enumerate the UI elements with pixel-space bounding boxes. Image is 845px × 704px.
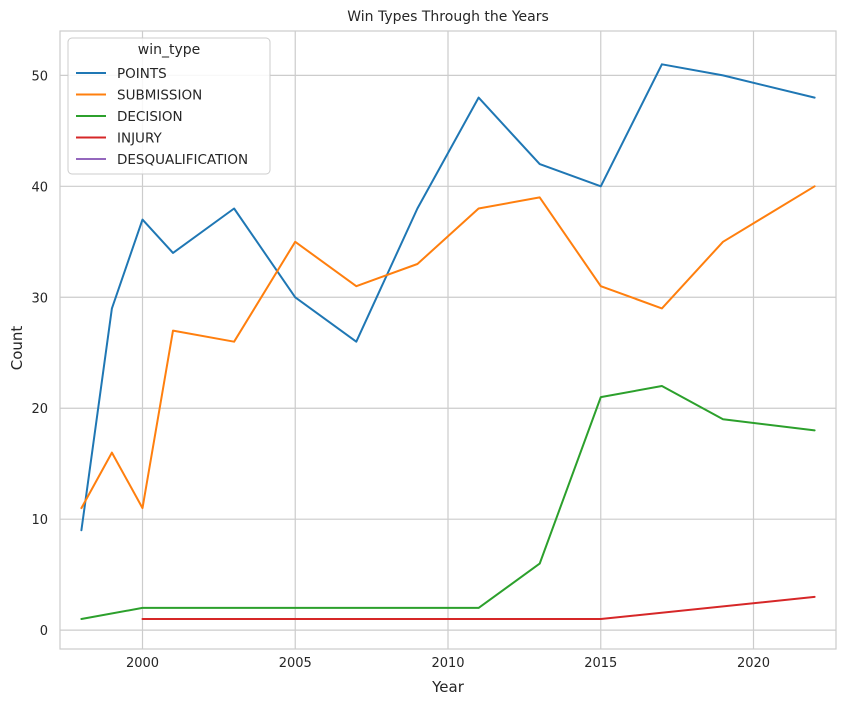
legend: win_type POINTS SUBMISSION DECISION INJURY D… <box>67 37 271 175</box>
x-tick-label: 2000 <box>126 656 159 671</box>
legend-label-decision: DECISION <box>117 109 183 125</box>
y-tick-label: 30 <box>31 291 48 306</box>
series-line-submission <box>80 185 816 510</box>
legend-items: POINTS SUBMISSION DECISION INJURY DESQUALIFI… <box>76 66 248 168</box>
tick-labels: 2000 2005 2010 2015 2020 0 10 20 30 40 50 <box>31 69 770 671</box>
y-tick-label: 20 <box>31 402 48 417</box>
chart-title: Win Types Through the Years <box>347 9 549 25</box>
legend-label-desqualification: DESQUALIFICATION <box>117 152 248 168</box>
legend-label-points: POINTS <box>117 66 167 82</box>
x-tick-label: 2020 <box>737 656 770 671</box>
series-lines <box>80 63 816 620</box>
legend-title: win_type <box>138 42 201 58</box>
legend-label-injury: INJURY <box>117 131 162 147</box>
x-tick-label: 2010 <box>431 656 464 671</box>
grid-lines <box>60 31 836 649</box>
series-line-injury <box>141 595 816 620</box>
plot-frame <box>59 30 837 650</box>
series-line-decision <box>80 385 816 620</box>
legend-box <box>67 37 271 175</box>
legend-label-submission: SUBMISSION <box>117 88 202 104</box>
y-tick-label: 10 <box>31 513 48 528</box>
y-tick-label: 40 <box>31 180 48 195</box>
x-axis-label: Year <box>431 678 465 696</box>
y-tick-label: 50 <box>31 69 48 84</box>
y-axis-label: Count <box>8 326 26 371</box>
x-tick-label: 2015 <box>584 656 617 671</box>
x-tick-label: 2005 <box>279 656 312 671</box>
y-tick-label: 0 <box>40 624 48 639</box>
